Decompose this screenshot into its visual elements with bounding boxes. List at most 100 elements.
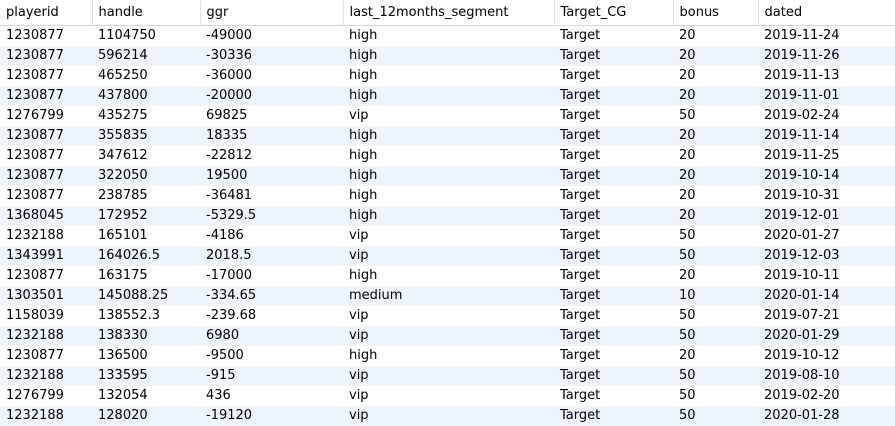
cell-playerid[interactable]: 1230877 (0, 185, 92, 206)
cell-ggr[interactable]: -19120 (200, 405, 343, 426)
cell-segment[interactable]: vip (343, 385, 554, 406)
cell-handle[interactable]: 165101 (92, 225, 200, 246)
cell-playerid[interactable]: 1303501 (0, 285, 92, 306)
cell-playerid[interactable]: 1230877 (0, 345, 92, 366)
cell-handle[interactable]: 435275 (92, 105, 200, 126)
table-row[interactable]: 1230877 596214 -30336 high Target 20 2019-11-2… (0, 45, 895, 66)
cell-ggr[interactable]: -30336 (200, 45, 343, 66)
column-header-ggr[interactable]: ggr (200, 0, 344, 26)
cell-bonus[interactable]: 50 (673, 225, 758, 246)
cell-segment[interactable]: high (343, 45, 554, 66)
table-row[interactable]: 1230877 163175 -17000 high Target 20 2019-10-1… (0, 265, 895, 286)
column-header-segment[interactable]: last_12months_segment (343, 0, 555, 26)
table-row[interactable]: 1276799 435275 69825 vip Target 50 2019-02-24 (0, 105, 895, 126)
cell-handle[interactable]: 128020 (92, 405, 200, 426)
column-header-target-cg[interactable]: Target_CG (554, 0, 674, 26)
cell-ggr[interactable]: -22812 (200, 145, 343, 166)
table-row[interactable]: 1158039 138552.3 -239.68 vip Target 50 2019-07… (0, 305, 895, 326)
table-row[interactable]: 1230877 355835 18335 high Target 20 2019-11-14 (0, 125, 895, 146)
cell-target-cg[interactable]: Target (554, 325, 673, 346)
cell-playerid[interactable]: 1230877 (0, 145, 92, 166)
cell-ggr[interactable]: -49000 (200, 25, 343, 46)
cell-dated[interactable]: 2019-02-20 (758, 385, 895, 406)
cell-bonus[interactable]: 50 (673, 385, 758, 406)
cell-target-cg[interactable]: Target (554, 145, 673, 166)
cell-target-cg[interactable]: Target (554, 345, 673, 366)
cell-segment[interactable]: vip (343, 405, 554, 426)
cell-dated[interactable]: 2019-12-03 (758, 245, 895, 266)
cell-playerid[interactable]: 1230877 (0, 165, 92, 186)
table-row[interactable]: 1232188 165101 -4186 vip Target 50 2020-01-27 (0, 225, 895, 246)
cell-segment[interactable]: vip (343, 245, 554, 266)
cell-handle[interactable]: 238785 (92, 185, 200, 206)
cell-handle[interactable]: 145088.25 (92, 285, 200, 306)
cell-ggr[interactable]: -36000 (200, 65, 343, 86)
cell-target-cg[interactable]: Target (554, 25, 673, 46)
cell-bonus[interactable]: 50 (673, 365, 758, 386)
cell-dated[interactable]: 2019-10-14 (758, 165, 895, 186)
table-row[interactable]: 1232188 133595 -915 vip Target 50 2019-08-10 (0, 365, 895, 386)
cell-handle[interactable]: 172952 (92, 205, 200, 226)
cell-dated[interactable]: 2020-01-27 (758, 225, 895, 246)
cell-target-cg[interactable]: Target (554, 85, 673, 106)
cell-segment[interactable]: high (343, 165, 554, 186)
cell-target-cg[interactable]: Target (554, 365, 673, 386)
cell-dated[interactable]: 2019-02-24 (758, 105, 895, 126)
cell-handle[interactable]: 355835 (92, 125, 200, 146)
cell-segment[interactable]: high (343, 145, 554, 166)
table-row[interactable]: 1230877 322050 19500 high Target 20 2019-10-14 (0, 165, 895, 186)
cell-target-cg[interactable]: Target (554, 385, 673, 406)
cell-playerid[interactable]: 1230877 (0, 125, 92, 146)
cell-bonus[interactable]: 20 (673, 205, 758, 226)
cell-segment[interactable]: high (343, 25, 554, 46)
cell-dated[interactable]: 2019-11-24 (758, 25, 895, 46)
cell-playerid[interactable]: 1368045 (0, 205, 92, 226)
table-row[interactable]: 1230877 347612 -22812 high Target 20 2019-11-2… (0, 145, 895, 166)
cell-handle[interactable]: 322050 (92, 165, 200, 186)
column-header-bonus[interactable]: bonus (673, 0, 759, 26)
cell-handle[interactable]: 132054 (92, 385, 200, 406)
cell-ggr[interactable]: 2018.5 (200, 245, 343, 266)
cell-segment[interactable]: high (343, 125, 554, 146)
table-row[interactable]: 1368045 172952 -5329.5 high Target 20 2019-12-… (0, 205, 895, 226)
cell-bonus[interactable]: 50 (673, 405, 758, 426)
cell-bonus[interactable]: 20 (673, 185, 758, 206)
cell-target-cg[interactable]: Target (554, 125, 673, 146)
table-row[interactable]: 1230877 136500 -9500 high Target 20 2019-10-12 (0, 345, 895, 366)
table-row[interactable]: 1230877 437800 -20000 high Target 20 2019-11-0… (0, 85, 895, 106)
cell-bonus[interactable]: 50 (673, 105, 758, 126)
cell-bonus[interactable]: 10 (673, 285, 758, 306)
cell-segment[interactable]: vip (343, 365, 554, 386)
cell-dated[interactable]: 2019-10-31 (758, 185, 895, 206)
cell-ggr[interactable]: -334.65 (200, 285, 343, 306)
cell-dated[interactable]: 2019-11-01 (758, 85, 895, 106)
cell-dated[interactable]: 2019-11-14 (758, 125, 895, 146)
cell-segment[interactable]: high (343, 205, 554, 226)
cell-playerid[interactable]: 1158039 (0, 305, 92, 326)
cell-playerid[interactable]: 1230877 (0, 265, 92, 286)
cell-handle[interactable]: 138552.3 (92, 305, 200, 326)
cell-ggr[interactable]: 19500 (200, 165, 343, 186)
cell-ggr[interactable]: 18335 (200, 125, 343, 146)
cell-dated[interactable]: 2019-11-13 (758, 65, 895, 86)
cell-playerid[interactable]: 1276799 (0, 385, 92, 406)
cell-ggr[interactable]: -20000 (200, 85, 343, 106)
cell-target-cg[interactable]: Target (554, 65, 673, 86)
cell-bonus[interactable]: 50 (673, 325, 758, 346)
table-row[interactable]: 1232188 128020 -19120 vip Target 50 2020-01-28 (0, 405, 895, 426)
table-row[interactable]: 1303501 145088.25 -334.65 medium Target 10 202… (0, 285, 895, 306)
cell-segment[interactable]: vip (343, 305, 554, 326)
table-row[interactable]: 1230877 238785 -36481 high Target 20 2019-10-3… (0, 185, 895, 206)
cell-handle[interactable]: 596214 (92, 45, 200, 66)
table-row[interactable]: 1343991 164026.5 2018.5 vip Target 50 2019-12-… (0, 245, 895, 266)
cell-dated[interactable]: 2019-10-12 (758, 345, 895, 366)
cell-bonus[interactable]: 20 (673, 65, 758, 86)
cell-handle[interactable]: 133595 (92, 365, 200, 386)
cell-segment[interactable]: vip (343, 105, 554, 126)
cell-dated[interactable]: 2019-07-21 (758, 305, 895, 326)
cell-handle[interactable]: 163175 (92, 265, 200, 286)
cell-bonus[interactable]: 20 (673, 345, 758, 366)
table-row[interactable]: 1276799 132054 436 vip Target 50 2019-02-20 (0, 385, 895, 406)
cell-dated[interactable]: 2020-01-28 (758, 405, 895, 426)
